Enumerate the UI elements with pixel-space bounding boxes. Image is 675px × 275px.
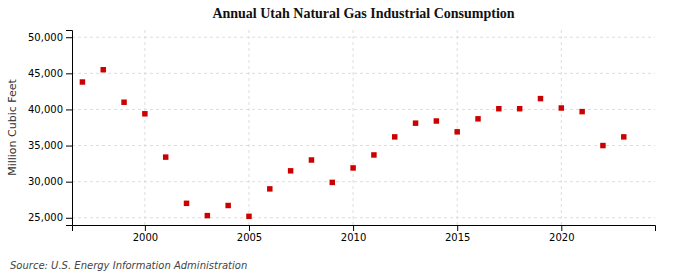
point: [434, 118, 439, 123]
tick-label: 2005: [237, 232, 262, 243]
points: [80, 67, 627, 219]
tick: 2010: [341, 225, 366, 243]
point: [246, 214, 251, 219]
point: [184, 201, 189, 206]
tick-label: 50,000: [28, 32, 63, 43]
point: [142, 111, 147, 116]
tick-label: 35,000: [28, 140, 63, 151]
tick-label: 2015: [445, 232, 470, 243]
tick-mark: [561, 225, 562, 231]
annotation: Source: U.S. Energy Information Administ…: [10, 260, 247, 271]
grid-line-x: [144, 30, 145, 225]
point: [454, 129, 459, 134]
tick-label: 25,000: [28, 212, 63, 223]
tick: 30,000: [28, 176, 72, 187]
grid-line-y: [72, 181, 655, 182]
point: [392, 134, 397, 139]
point: [371, 152, 376, 157]
point: [496, 106, 501, 111]
point: [517, 106, 522, 111]
point: [163, 154, 168, 159]
tick: 2005: [237, 225, 262, 243]
tick: 2020: [549, 225, 574, 243]
point: [538, 96, 543, 101]
point: [413, 120, 418, 125]
tick-label: 2020: [549, 232, 574, 243]
point: [225, 203, 230, 208]
point: [559, 105, 564, 110]
tick-label: 40,000: [28, 104, 63, 115]
grid-line-x: [248, 30, 249, 225]
grid-line-x: [457, 30, 458, 225]
tick-mark: [145, 225, 146, 231]
tick: 50,000: [28, 32, 72, 43]
grid-line-y: [72, 37, 655, 38]
tick-mark: [66, 37, 72, 38]
grid-line-y: [72, 109, 655, 110]
grid-line-y: [72, 145, 655, 146]
grid-line-x: [353, 30, 354, 225]
tick-mark: [353, 225, 354, 231]
grid-line-y: [72, 217, 655, 218]
axis-domain: [73, 226, 656, 232]
tick-mark: [66, 73, 72, 74]
tick: 40,000: [28, 104, 72, 115]
chart-container: 2000 2005 2010 2015 2020 25,000 30,000 35,000 40…: [0, 0, 675, 275]
tick-label: 30,000: [28, 176, 63, 187]
tick: 2000: [133, 225, 158, 243]
point: [205, 213, 210, 218]
y-axis: 25,000 30,000 35,000 40,000 45,000 50,000: [28, 31, 73, 226]
tick: 2015: [445, 225, 470, 243]
chart-svg: 2000 2005 2010 2015 2020 25,000 30,000 35,000 40…: [0, 0, 675, 275]
point: [579, 109, 584, 114]
tick: 45,000: [28, 68, 72, 79]
point: [80, 79, 85, 84]
point: [600, 143, 605, 148]
grid-line-x: [561, 30, 562, 225]
point: [309, 157, 314, 162]
tick-label: 2000: [133, 232, 158, 243]
point: [288, 168, 293, 173]
chart-title: Annual Utah Natural Gas Industrial Consu…: [212, 6, 514, 21]
tick: 25,000: [28, 212, 72, 223]
y-axis-label: Million Cubic Feet: [6, 78, 19, 175]
point: [475, 116, 480, 121]
tick-mark: [249, 225, 250, 231]
tick-mark: [66, 218, 72, 219]
point: [621, 134, 626, 139]
point: [267, 186, 272, 191]
tick-label: 45,000: [28, 68, 63, 79]
grid-line-y: [72, 73, 655, 74]
grid: [72, 30, 655, 225]
point: [330, 180, 335, 185]
tick-label: 2010: [341, 232, 366, 243]
axis-domain: [66, 31, 73, 226]
tick-mark: [66, 146, 72, 147]
tick-mark: [457, 225, 458, 231]
point: [121, 99, 126, 104]
point: [100, 67, 105, 72]
point: [350, 165, 355, 170]
tick-mark: [66, 109, 72, 110]
x-axis: 2000 2005 2010 2015 2020: [73, 225, 656, 243]
tick: 35,000: [28, 140, 72, 151]
tick-mark: [66, 182, 72, 183]
